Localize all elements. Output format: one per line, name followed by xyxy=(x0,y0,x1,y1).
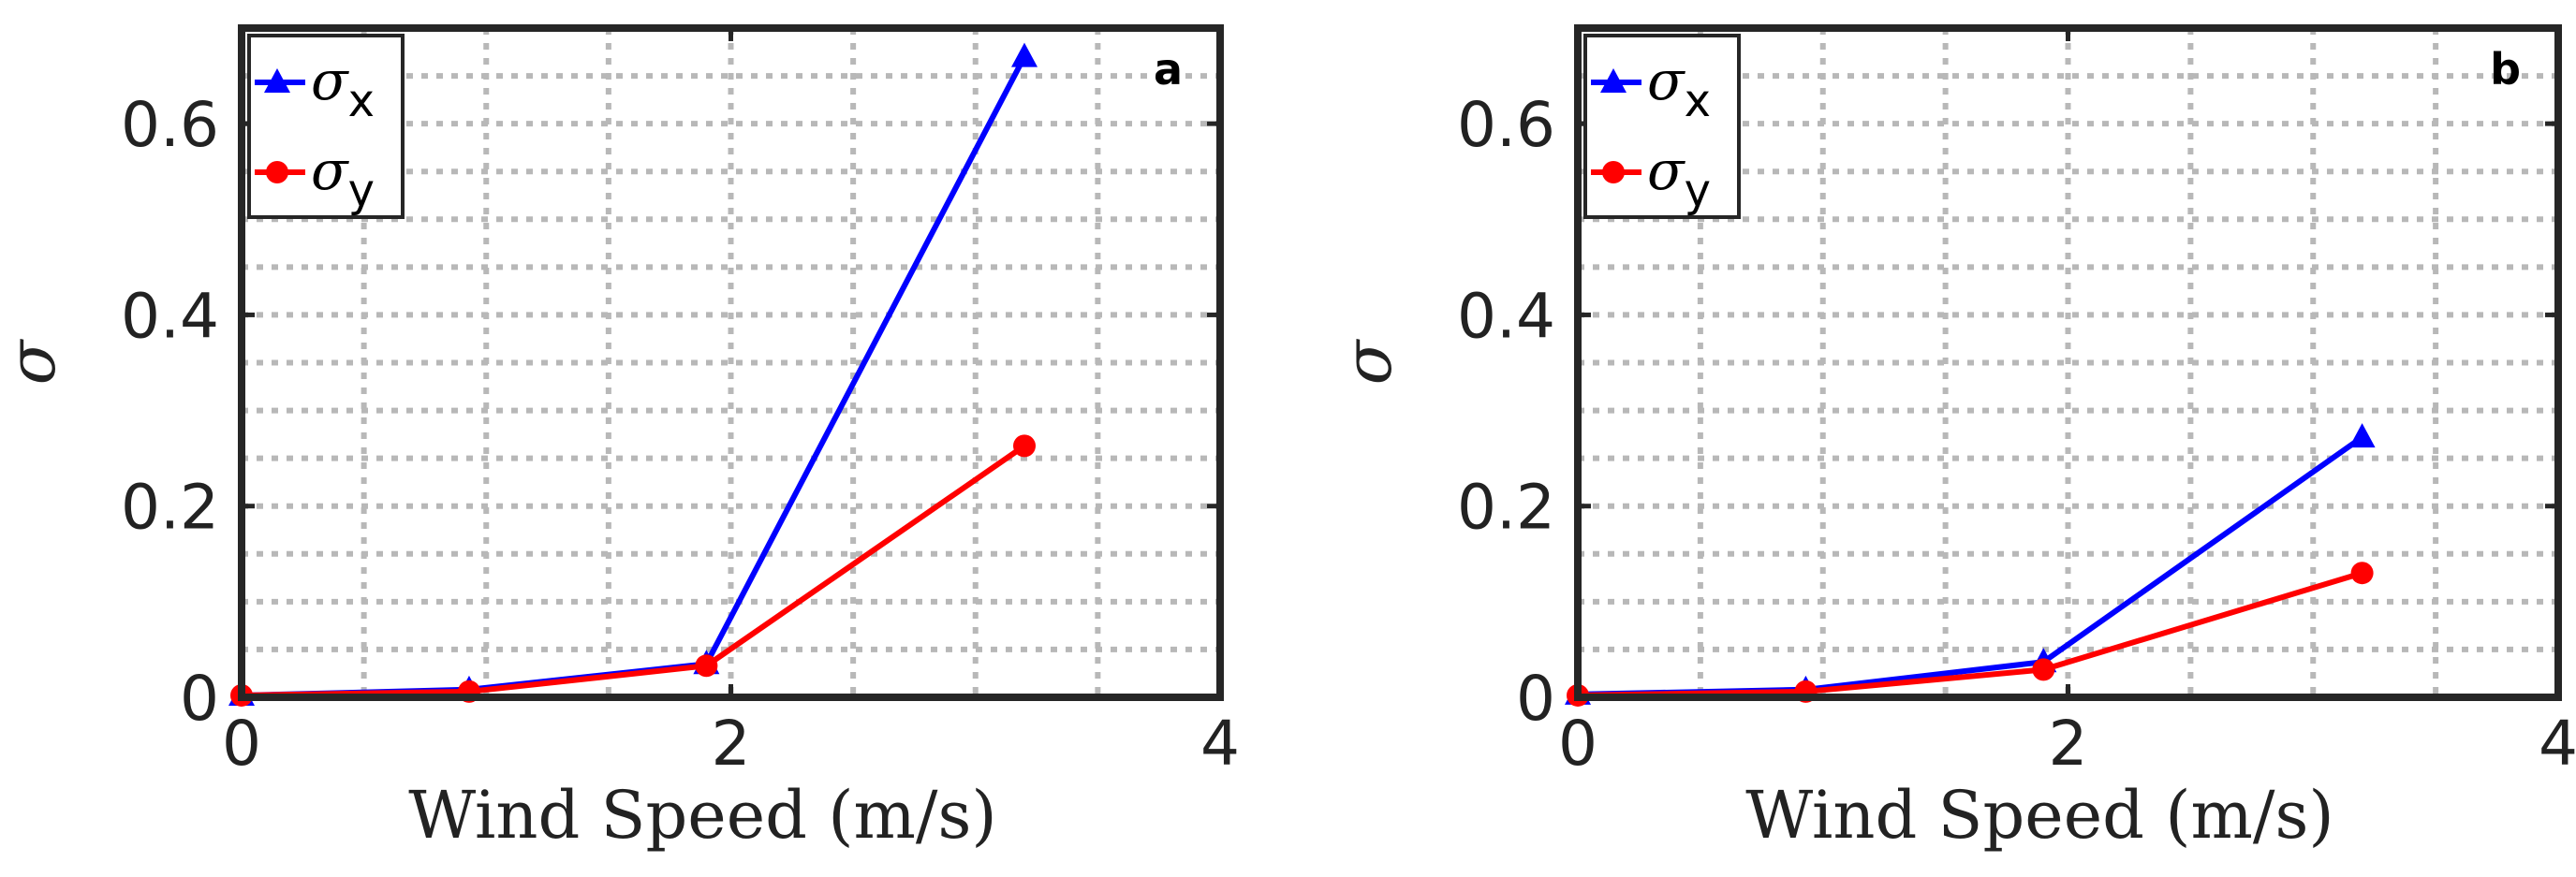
series-line xyxy=(241,443,1026,698)
legend-symbol: σ xyxy=(1647,139,1685,202)
data-point-marker xyxy=(1013,434,1036,458)
y-tick-label: 0 xyxy=(180,663,219,735)
legend-marker xyxy=(1600,68,1627,93)
grid xyxy=(1578,28,2558,697)
x-axis-title: Wind Speed (m/s) xyxy=(408,777,996,854)
y-tick-label: 0.4 xyxy=(1457,280,1555,352)
y-tick-label: 0 xyxy=(1516,663,1555,735)
legend-box xyxy=(1583,34,1741,219)
series-line xyxy=(1577,570,2363,698)
legend-entry-sigma-y: σy xyxy=(255,139,375,217)
y-tick-label: 0.6 xyxy=(1457,89,1555,161)
legend-box xyxy=(247,34,405,219)
legend-subscript: y xyxy=(1685,165,1711,217)
legend-label: σx xyxy=(311,49,375,127)
x-axis-title: Wind Speed (m/s) xyxy=(1745,777,2333,854)
legend-entry-sigma-x: σx xyxy=(255,49,375,127)
legend-symbol: σ xyxy=(311,139,349,202)
legend-label: σy xyxy=(311,139,375,217)
legend-marker xyxy=(266,161,288,183)
x-tick-label: 2 xyxy=(2049,708,2088,780)
grid xyxy=(242,28,1220,697)
x-tick-label: 4 xyxy=(1200,708,1240,780)
legend-entry-sigma-x: σx xyxy=(1591,49,1711,127)
x-tick-label: 0 xyxy=(1558,708,1597,780)
y-tick-label: 0.4 xyxy=(121,280,219,352)
x-tick-label: 4 xyxy=(2539,708,2576,780)
y-tick-label: 0.2 xyxy=(1457,472,1555,544)
y-tick-label: 0.2 xyxy=(121,472,219,544)
y-axis-title: σ xyxy=(0,338,70,385)
legend-label: σy xyxy=(1647,139,1711,217)
panel-label: b xyxy=(2490,44,2521,95)
legend-symbol: σ xyxy=(1647,49,1685,112)
legend-marker xyxy=(1602,161,1625,183)
data-point-marker xyxy=(695,654,718,678)
legend-symbol: σ xyxy=(311,49,349,112)
x-tick-label: 0 xyxy=(222,708,261,780)
legend-entry-sigma-y: σy xyxy=(1591,139,1711,217)
legend-subscript: y xyxy=(348,165,375,217)
y-axis-title: σ xyxy=(1330,338,1406,385)
data-point-marker xyxy=(2032,658,2055,681)
legend-subscript: x xyxy=(1685,75,1711,127)
data-point-marker xyxy=(1011,42,1038,67)
x-tick-label: 2 xyxy=(712,708,751,780)
y-tick-label: 0.6 xyxy=(121,89,219,161)
panel-label: a xyxy=(1154,44,1183,95)
legend-marker xyxy=(264,68,290,93)
legend-label: σx xyxy=(1647,49,1711,127)
legend-subscript: x xyxy=(348,75,375,127)
data-point-marker xyxy=(2348,423,2376,448)
data-point-marker xyxy=(2350,562,2374,585)
